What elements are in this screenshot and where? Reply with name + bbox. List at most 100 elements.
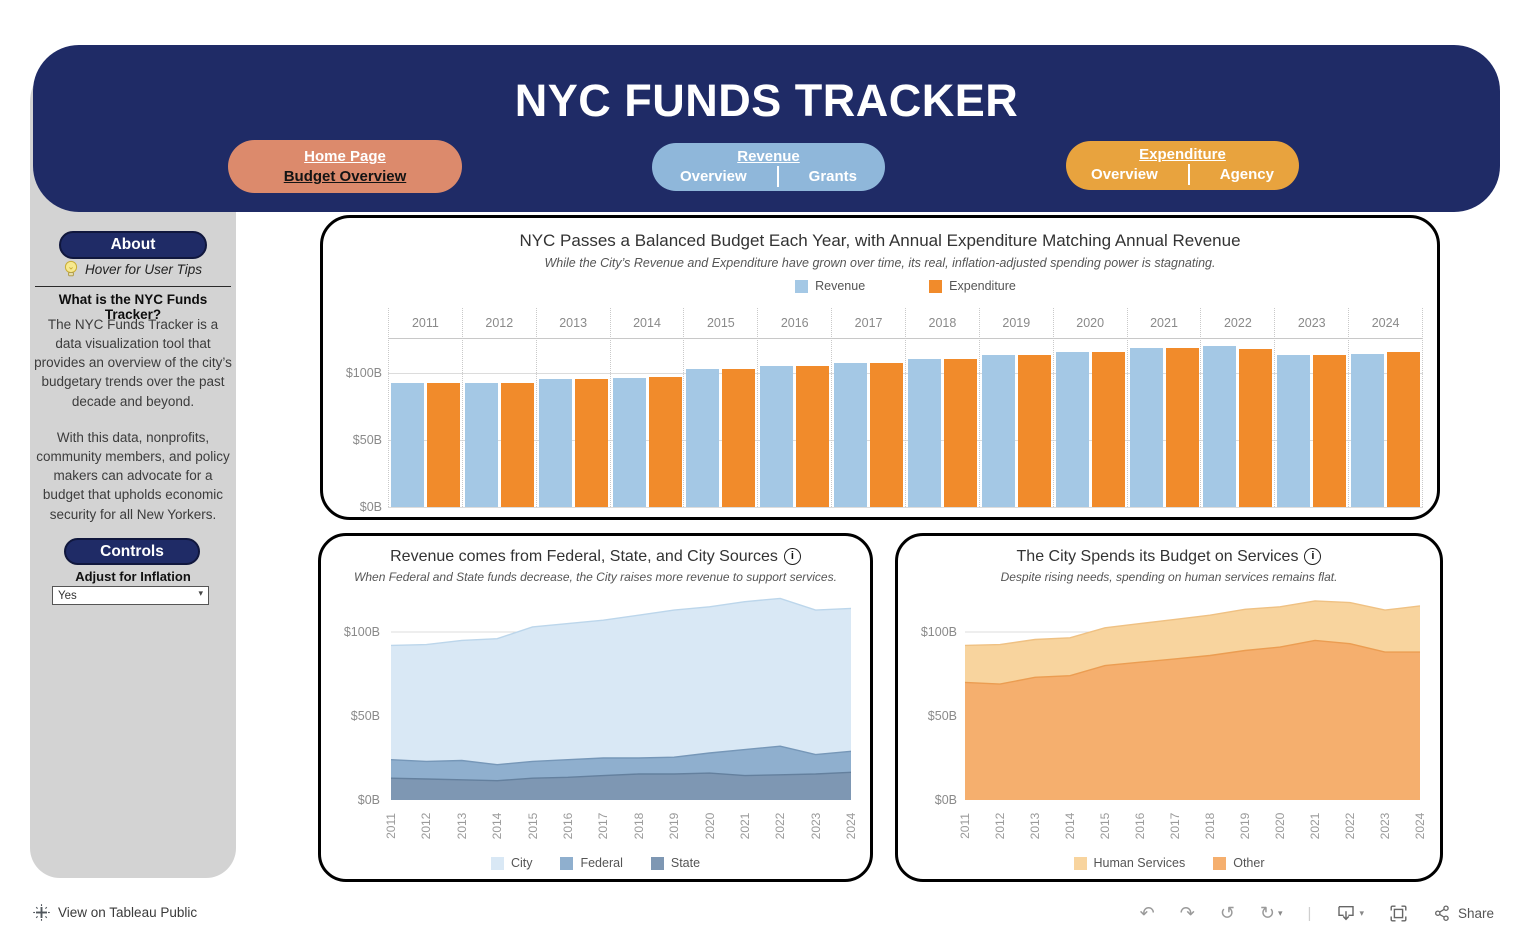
- year-label[interactable]: 2021: [1127, 308, 1201, 339]
- expenditure-bar[interactable]: [1239, 349, 1273, 507]
- nav-budget-overview-link[interactable]: Budget Overview: [283, 168, 407, 185]
- year-label[interactable]: 2018: [906, 308, 979, 339]
- x-axis-tick[interactable]: 2022: [1343, 812, 1357, 840]
- x-axis-tick[interactable]: 2014: [490, 812, 505, 840]
- nav-revenue-title[interactable]: Revenue: [737, 147, 800, 165]
- x-axis-tick[interactable]: 2015: [525, 812, 540, 840]
- expenditure-bar[interactable]: [574, 378, 608, 507]
- view-on-tableau-link[interactable]: View on Tableau Public: [33, 904, 197, 921]
- nav-home-page-link[interactable]: Home Page: [304, 148, 386, 165]
- download-caret-icon[interactable]: ▾: [1359, 907, 1364, 918]
- year-label[interactable]: 2023: [1275, 308, 1349, 339]
- revenue-bar[interactable]: [1129, 348, 1163, 507]
- x-axis-tick[interactable]: 2021: [1308, 812, 1322, 840]
- revenue-bar[interactable]: [1203, 345, 1237, 507]
- city-area[interactable]: [391, 598, 851, 800]
- x-axis-tick[interactable]: 2020: [702, 812, 717, 840]
- controls-button[interactable]: Controls: [64, 538, 200, 565]
- fullscreen-icon[interactable]: [1389, 904, 1408, 923]
- revenue-bar[interactable]: [538, 379, 572, 507]
- nav-revenue-overview-link[interactable]: Overview: [679, 167, 747, 185]
- legend-item[interactable]: State: [650, 856, 700, 870]
- x-axis-tick[interactable]: 2011: [958, 813, 972, 839]
- revenue-bar[interactable]: [1351, 353, 1385, 507]
- nav-expenditure-overview-link[interactable]: Overview: [1091, 166, 1158, 183]
- expenditure-bar[interactable]: [1313, 355, 1347, 507]
- x-axis-tick[interactable]: 2018: [631, 812, 646, 840]
- info-icon[interactable]: i: [783, 548, 801, 565]
- year-label[interactable]: 2019: [979, 308, 1053, 339]
- revenue-bar[interactable]: [1277, 355, 1311, 507]
- reset-icon[interactable]: ↺: [1219, 903, 1235, 923]
- legend-item[interactable]: City: [490, 856, 532, 870]
- expenditure-bar[interactable]: [870, 362, 904, 507]
- x-axis-tick[interactable]: 2021: [737, 812, 752, 840]
- x-axis-tick[interactable]: 2017: [596, 812, 611, 840]
- x-axis-tick[interactable]: 2018: [1203, 812, 1217, 840]
- x-axis-tick[interactable]: 2022: [773, 812, 788, 840]
- revenue-bar[interactable]: [464, 382, 498, 507]
- undo-icon[interactable]: ↶: [1139, 903, 1155, 923]
- revenue-bar[interactable]: [686, 368, 720, 507]
- revenue-bar[interactable]: [760, 365, 794, 507]
- expenditure-bar[interactable]: [426, 383, 460, 507]
- nav-expenditure-title[interactable]: Expenditure: [1139, 146, 1226, 163]
- refresh-icon[interactable]: ↻: [1259, 903, 1275, 923]
- legend-item[interactable]: Expenditure: [929, 279, 1016, 293]
- x-axis-tick[interactable]: 2016: [560, 812, 575, 840]
- legend-item[interactable]: Revenue: [795, 279, 865, 293]
- revenue-bar[interactable]: [907, 359, 941, 507]
- year-label[interactable]: 2011: [389, 308, 462, 339]
- revenue-bar[interactable]: [834, 363, 868, 507]
- revenue-bar[interactable]: [1055, 352, 1089, 507]
- x-axis-tick[interactable]: 2013: [1028, 812, 1042, 840]
- revenue-bar[interactable]: [981, 355, 1015, 507]
- legend-item[interactable]: Other: [1213, 856, 1264, 870]
- expenditure-bar[interactable]: [500, 382, 534, 507]
- redo-icon[interactable]: ↷: [1179, 903, 1195, 923]
- x-axis-tick[interactable]: 2024: [844, 812, 858, 840]
- x-axis-tick[interactable]: 2012: [993, 812, 1007, 840]
- year-label[interactable]: 2024: [1349, 308, 1423, 339]
- x-axis-tick[interactable]: 2019: [1238, 812, 1252, 840]
- x-axis-tick[interactable]: 2015: [1098, 812, 1112, 840]
- expenditure-bar[interactable]: [943, 359, 977, 507]
- year-label[interactable]: 2015: [684, 308, 758, 339]
- year-label[interactable]: 2014: [610, 308, 684, 339]
- nav-expenditure-button[interactable]: Expenditure Overview Agency: [1066, 141, 1299, 190]
- nav-home-button[interactable]: Home Page Budget Overview: [228, 140, 462, 193]
- x-axis-tick[interactable]: 2024: [1413, 812, 1427, 840]
- x-axis-tick[interactable]: 2020: [1273, 812, 1287, 840]
- nav-revenue-button[interactable]: Revenue Overview Grants: [652, 143, 885, 191]
- x-axis-tick[interactable]: 2016: [1133, 812, 1147, 840]
- expenditure-bar[interactable]: [1017, 354, 1051, 507]
- download-icon[interactable]: [1336, 904, 1356, 923]
- expenditure-bar[interactable]: [796, 365, 830, 507]
- year-label[interactable]: 2022: [1201, 308, 1275, 339]
- expenditure-bar[interactable]: [1091, 352, 1125, 507]
- revenue-bar[interactable]: [390, 383, 424, 507]
- x-axis-tick[interactable]: 2011: [384, 813, 398, 839]
- other-area[interactable]: [965, 640, 1420, 800]
- x-axis-tick[interactable]: 2023: [1378, 812, 1392, 840]
- nav-revenue-grants-link[interactable]: Grants: [808, 167, 858, 185]
- legend-item[interactable]: Federal: [560, 856, 623, 870]
- x-axis-tick[interactable]: 2014: [1063, 812, 1077, 840]
- x-axis-tick[interactable]: 2019: [667, 812, 682, 840]
- x-axis-tick[interactable]: 2012: [419, 812, 434, 840]
- state-area[interactable]: [391, 772, 851, 800]
- inflation-dropdown[interactable]: Yes ▾: [52, 586, 209, 605]
- year-label[interactable]: 2013: [536, 308, 610, 339]
- year-label[interactable]: 2016: [758, 308, 832, 339]
- x-axis-tick[interactable]: 2013: [454, 812, 469, 840]
- legend-item[interactable]: Human Services: [1073, 856, 1185, 870]
- nav-expenditure-agency-link[interactable]: Agency: [1219, 166, 1274, 183]
- year-label[interactable]: 2017: [832, 308, 906, 339]
- x-axis-tick[interactable]: 2023: [808, 812, 823, 840]
- about-button[interactable]: About: [59, 231, 207, 259]
- year-label[interactable]: 2012: [462, 308, 536, 339]
- revenue-bar[interactable]: [612, 378, 646, 507]
- x-axis-tick[interactable]: 2017: [1168, 812, 1182, 840]
- refresh-caret-icon[interactable]: ▾: [1278, 907, 1283, 918]
- year-label[interactable]: 2020: [1053, 308, 1127, 339]
